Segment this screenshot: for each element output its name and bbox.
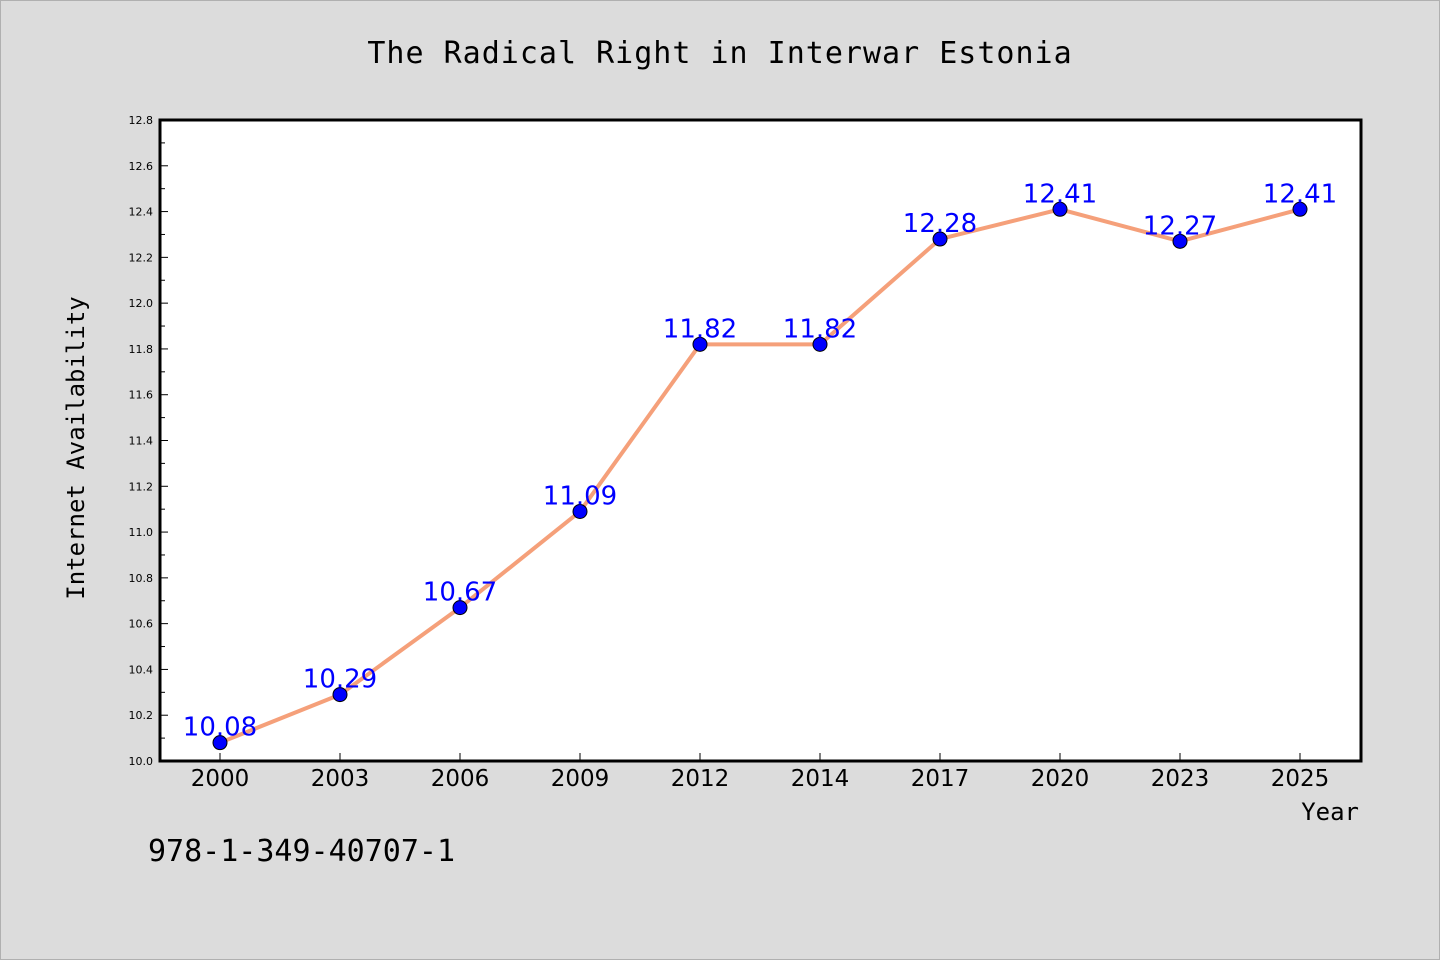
data-point-marker — [572, 503, 588, 519]
data-label: 10.67 — [423, 578, 497, 608]
x-tick-label: 2000 — [191, 766, 250, 792]
x-tick-label: 2009 — [551, 766, 610, 792]
data-label: 12.41 — [1023, 179, 1097, 209]
y-tick-label: 12.2 — [129, 251, 154, 264]
series-group — [212, 201, 1308, 751]
x-tick-label: 2006 — [431, 766, 490, 792]
data-label: 11.09 — [543, 481, 617, 511]
data-label: 12.28 — [903, 209, 977, 239]
data-label: 12.41 — [1263, 179, 1337, 209]
x-tick-label: 2020 — [1031, 766, 1090, 792]
data-label: 10.29 — [303, 665, 377, 695]
x-axis-label: Year — [1301, 798, 1359, 826]
y-tick-label: 12.4 — [129, 206, 154, 219]
data-point-marker — [692, 336, 708, 352]
data-point-marker — [212, 735, 228, 751]
y-tick-label: 12.8 — [129, 114, 154, 127]
y-tick-label: 10.4 — [129, 663, 154, 676]
y-tick-label: 10.2 — [129, 709, 154, 722]
y-axis-label: Internet Availability — [62, 296, 90, 599]
y-tick-label: 11.0 — [129, 526, 154, 539]
chart-title: The Radical Right in Interwar Estonia — [367, 36, 1072, 71]
data-point-marker — [1292, 201, 1308, 217]
data-point-marker — [452, 600, 468, 616]
x-axis: 2000 2003 2006 2009 2012 2014 2017 2020 2023 2025 — [191, 753, 1330, 792]
y-tick-label: 10.0 — [129, 755, 154, 768]
y-tick-label: 11.6 — [129, 389, 154, 402]
x-tick-label: 2017 — [911, 766, 970, 792]
y-tick-label: 10.8 — [129, 572, 154, 585]
data-label: 12.27 — [1143, 211, 1217, 241]
y-tick-label: 12.6 — [129, 160, 154, 173]
x-tick-label: 2012 — [671, 766, 730, 792]
series-line — [218, 207, 1302, 745]
x-tick-label: 2014 — [791, 766, 850, 792]
y-tick-label: 10.6 — [129, 618, 154, 631]
x-tick-label: 2003 — [311, 766, 370, 792]
data-label: 11.82 — [783, 314, 857, 344]
data-point-marker — [1052, 201, 1068, 217]
data-point-marker — [812, 336, 828, 352]
data-label: 11.82 — [663, 314, 737, 344]
data-point-marker — [332, 687, 348, 703]
data-label: 10.08 — [183, 713, 257, 743]
y-tick-label: 11.2 — [129, 480, 154, 493]
data-point-marker — [932, 231, 948, 247]
y-axis: 10.0 10.2 10.4 10.6 10.8 11.0 11.2 11.4 11.6 11.8… — [129, 114, 168, 768]
y-tick-label: 11.4 — [129, 435, 154, 448]
y-tick-label: 12.0 — [129, 297, 154, 310]
x-tick-label: 2025 — [1271, 766, 1330, 792]
x-tick-label: 2023 — [1151, 766, 1210, 792]
data-labels: 10.08 10.29 10.67 11.09 11.82 11.82 12.28 12.41… — [183, 179, 1337, 742]
y-tick-label: 11.8 — [129, 343, 154, 356]
plot-area — [158, 118, 1363, 763]
footnote-isbn: 978-1-349-40707-1 — [148, 834, 456, 869]
data-point-marker — [1172, 233, 1188, 249]
